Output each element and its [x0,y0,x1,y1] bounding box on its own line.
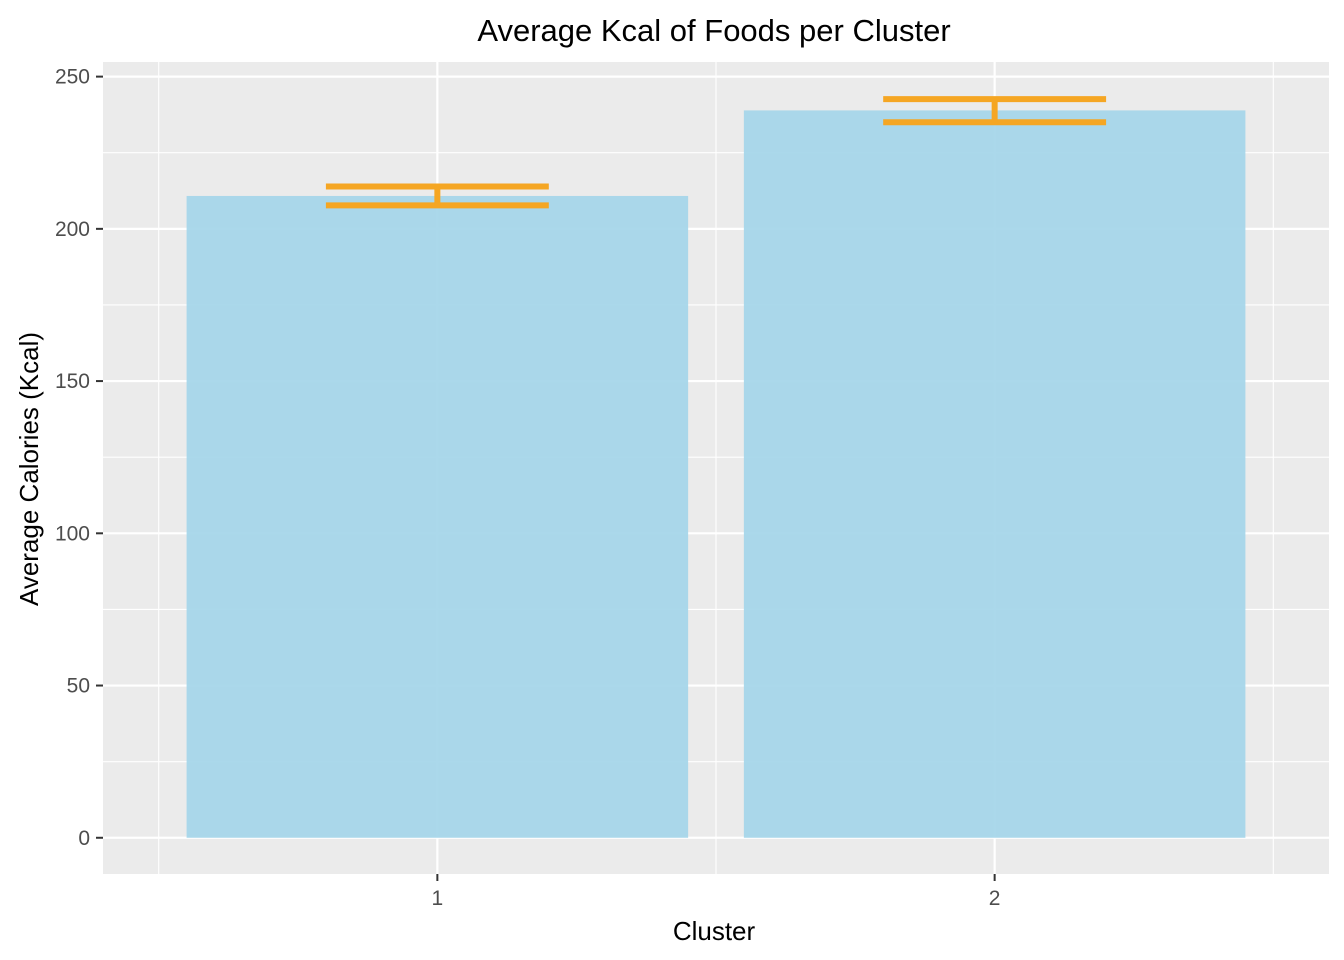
error-bar-cluster-1 [325,183,549,209]
bars [186,110,1246,838]
x-tick-label: 1 [432,887,444,910]
x-axis-title: Cluster [673,916,756,946]
y-tick-label: 50 [67,675,90,698]
error-bars [325,96,1107,209]
y-tick-label: 150 [55,370,90,393]
y-tick-label: 100 [55,522,90,545]
bar-cluster-1 [186,195,689,838]
y-axis-ticks: 0 50 100 150 200 250 [55,66,103,850]
error-bar-cluster-2 [883,96,1107,126]
y-tick-label: 200 [55,218,90,241]
bar-cluster-2 [743,110,1246,838]
y-axis-title: Average Calories (Kcal) [14,332,44,606]
x-tick-label: 2 [989,887,1001,910]
y-tick-label: 250 [55,66,90,89]
chart-title: Average Kcal of Foods per Cluster [477,13,950,48]
y-tick-label: 0 [78,827,90,850]
